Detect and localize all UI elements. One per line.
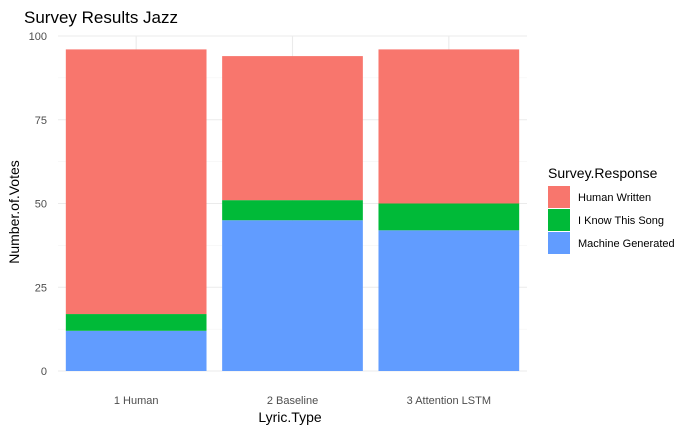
bar-machine-generated-2 (222, 220, 363, 371)
y-tick-labels: 0 25 50 75 100 (29, 31, 47, 378)
bar-i-know-this-song-3 (378, 203, 520, 231)
bar-i-know-this-song-2 (222, 200, 363, 221)
y-tick-label: 0 (41, 366, 47, 378)
y-tick-label: 100 (29, 31, 47, 43)
x-tick-label: 3 Attention LSTM (407, 395, 491, 407)
chart-title: Survey Results Jazz (24, 8, 178, 27)
bar-i-know-this-song-1 (65, 314, 207, 331)
bar-human-written-1 (65, 49, 207, 315)
x-tick-label: 1 Human (114, 395, 159, 407)
legend-title: Survey.Response (548, 165, 658, 181)
x-axis-title: Lyric.Type (258, 409, 321, 425)
x-tick-label: 2 Baseline (267, 395, 318, 407)
bar-machine-generated-1 (65, 330, 207, 371)
bar-machine-generated-3 (378, 230, 520, 371)
legend-label: I Know This Song (578, 215, 664, 227)
y-tick-label: 75 (35, 115, 47, 127)
y-tick-label: 25 (35, 282, 47, 294)
legend-label: Machine Generated (578, 238, 675, 250)
legend-swatch (548, 209, 570, 231)
bar-human-written-2 (222, 56, 363, 201)
legend: Survey.Response Human Written I Know This… (548, 165, 675, 254)
legend-swatch (548, 186, 570, 208)
y-tick-label: 50 (35, 199, 47, 211)
legend-label: Human Written (578, 192, 651, 204)
bar-human-written-3 (378, 49, 520, 204)
legend-swatch (548, 232, 570, 254)
x-tick-labels: 1 Human 2 Baseline 3 Attention LSTM (114, 395, 491, 407)
bars (65, 49, 520, 371)
y-axis-title: Number.of.Votes (6, 160, 22, 264)
